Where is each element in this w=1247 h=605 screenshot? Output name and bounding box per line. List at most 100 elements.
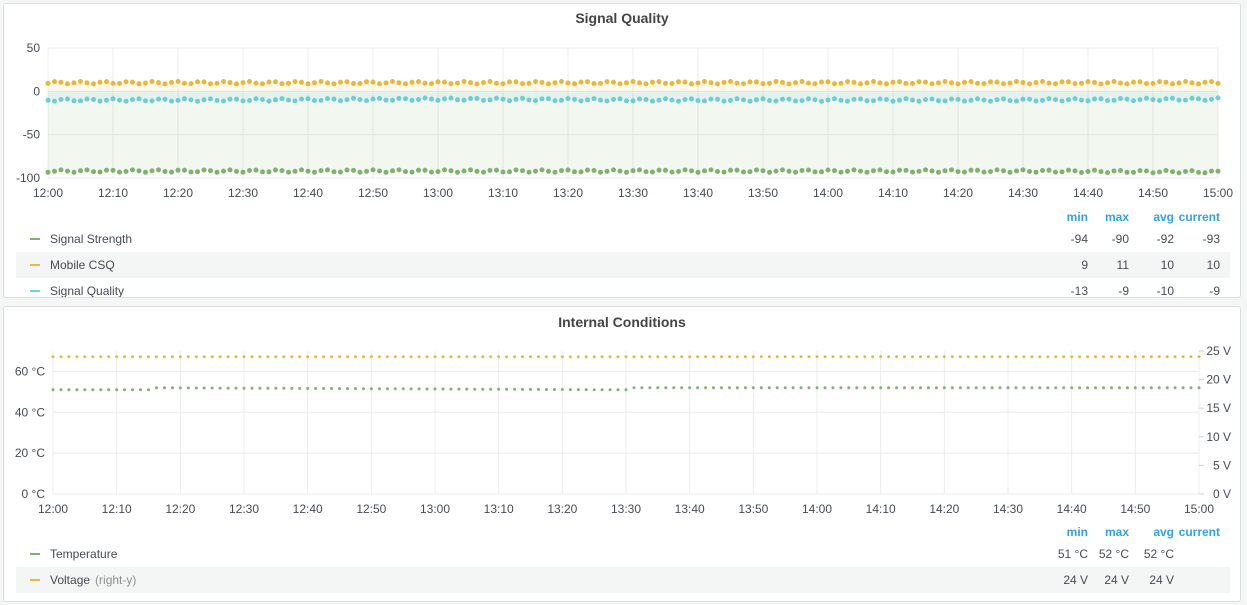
data-point (370, 167, 376, 173)
legend-series-name[interactable]: Signal Quality (50, 284, 124, 297)
data-point (1176, 170, 1182, 176)
data-point (1170, 81, 1175, 87)
data-point (1070, 355, 1074, 359)
data-point (934, 355, 938, 359)
legend-swatch[interactable] (30, 290, 40, 292)
data-point (1072, 81, 1078, 87)
data-point (422, 80, 428, 86)
data-point (735, 355, 739, 359)
series-points (51, 386, 1201, 392)
data-point (396, 95, 402, 101)
data-point (91, 97, 96, 102)
data-point (791, 386, 795, 390)
legend-item[interactable]: Signal Strength -94 -90 -92 -93 (16, 226, 1230, 252)
data-point (282, 386, 286, 390)
data-point (741, 169, 746, 175)
data-point (847, 355, 851, 359)
data-point (1085, 98, 1091, 104)
data-point (552, 169, 558, 175)
data-point (552, 388, 556, 391)
data-point (734, 80, 740, 86)
data-point (1165, 355, 1169, 359)
data-point (175, 167, 181, 173)
legend-item[interactable]: Mobile CSQ 9 11 10 10 (16, 252, 1230, 278)
data-point (537, 355, 540, 359)
legend-swatch[interactable] (30, 238, 40, 240)
data-point (393, 355, 397, 359)
data-point (890, 169, 896, 175)
data-point (591, 96, 597, 102)
legend-item[interactable]: Voltage (right-y) 24 V 24 V 24 V (16, 567, 1230, 593)
data-point (855, 355, 859, 359)
legend-header-avg[interactable]: avg (1153, 525, 1174, 539)
data-point (195, 79, 200, 85)
data-point (760, 168, 766, 174)
data-point (188, 97, 194, 103)
legend-item[interactable]: Temperature 51 °C 52 °C 52 °C (16, 541, 1230, 567)
legend-series-name[interactable]: Mobile CSQ (50, 258, 115, 272)
data-point (825, 79, 831, 85)
panel-title[interactable]: Signal Quality (575, 10, 669, 26)
data-point (751, 355, 755, 359)
data-point (546, 81, 551, 87)
data-point (884, 97, 889, 102)
data-point (494, 80, 499, 86)
data-point (897, 167, 902, 173)
data-point (253, 80, 259, 86)
data-point (322, 387, 326, 390)
data-point (331, 169, 337, 175)
data-point (929, 168, 935, 174)
data-point (305, 96, 311, 102)
data-point (864, 169, 870, 175)
data-point (1189, 80, 1195, 86)
data-point (369, 387, 373, 391)
data-point (361, 387, 365, 391)
legend-swatch[interactable] (30, 553, 40, 555)
legend-header-min[interactable]: min (1066, 210, 1088, 224)
data-point (598, 80, 603, 86)
data-point (942, 355, 946, 359)
data-point (721, 98, 727, 104)
legend-header-current[interactable]: current (1178, 210, 1220, 224)
data-point (715, 81, 720, 87)
data-point (704, 355, 708, 359)
data-point (656, 79, 662, 85)
data-point (962, 98, 967, 104)
data-point (1020, 167, 1026, 173)
legend-header-max[interactable]: max (1104, 210, 1129, 224)
legend-series-name[interactable]: Signal Strength (50, 232, 132, 246)
data-point (871, 168, 876, 174)
data-point (425, 387, 429, 391)
data-point (461, 97, 467, 103)
data-point (584, 355, 588, 359)
legend-header-max[interactable]: max (1104, 525, 1129, 539)
data-point (695, 169, 701, 175)
signal-quality-chart[interactable]: 12:00 12:10 12:20 12:30 12:40 12:50 13:00 13:10… (4, 4, 1241, 219)
data-point (1196, 169, 1201, 175)
data-point (1092, 96, 1097, 102)
legend-header-current[interactable]: current (1178, 525, 1220, 539)
panel-title[interactable]: Internal Conditions (558, 314, 686, 330)
data-point (624, 388, 628, 392)
data-point (578, 98, 584, 104)
legend-swatch[interactable] (30, 579, 40, 581)
legend-header-min[interactable]: min (1066, 525, 1088, 539)
data-point (911, 386, 914, 390)
data-point (338, 79, 343, 85)
x-tick-label: 14:10 (866, 502, 896, 516)
legend-item[interactable]: Signal Quality -13 -9 -10 -9 (16, 278, 1230, 297)
legend-series-name[interactable]: Temperature (50, 547, 117, 561)
data-point (1014, 98, 1019, 104)
data-point (877, 167, 883, 173)
data-point (1038, 386, 1042, 390)
legend-swatch[interactable] (30, 264, 40, 266)
legend-header-avg[interactable]: avg (1153, 210, 1174, 224)
data-point (234, 96, 239, 102)
data-point (1014, 355, 1018, 359)
data-point (364, 98, 369, 104)
data-point (286, 80, 291, 86)
internal-conditions-chart[interactable]: 12:00 12:10 12:20 12:30 12:40 12:50 13:00 13:10… (4, 307, 1241, 522)
legend-series-name[interactable]: Voltage (right-y) (50, 573, 136, 587)
data-point (767, 169, 772, 175)
data-point (1189, 386, 1193, 390)
